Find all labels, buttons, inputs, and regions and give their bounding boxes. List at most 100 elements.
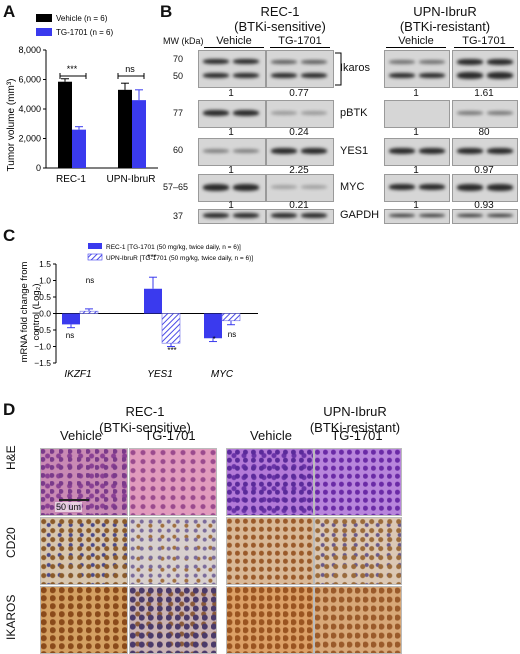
blot-yes1-left-tg: [266, 138, 334, 166]
quant-yes1-left-tg: 2.25: [289, 165, 309, 176]
histo-cd20-upn-vehicle: [226, 517, 314, 585]
histo-row-label-cd20: CD20: [4, 527, 18, 558]
blot-myc-right-tg: [452, 174, 518, 202]
histo-col-upn-vehicle: Vehicle: [250, 428, 292, 443]
blot-myc-right-vehicle: [384, 174, 450, 202]
blot-ikaros-left-tg: [266, 50, 334, 88]
histo-cd20-rec1-tg: [129, 517, 217, 585]
blot-yes1-right-tg: [452, 138, 518, 166]
blot-pbtk-left-vehicle: [198, 100, 266, 128]
quant-yes1-right-vehicle: 1: [413, 165, 419, 176]
blot-right-subtitle: (BTKi-resistant): [399, 19, 491, 34]
blot-ikaros-right-vehicle: [384, 50, 450, 88]
sig-ikzf1-rec: ns: [66, 331, 74, 340]
gene-label-ikzf1: IKZF1: [64, 369, 91, 380]
histo-right-subtitle: (BTKi-resistant): [309, 420, 401, 435]
scale-bar: [59, 499, 89, 501]
bar: [118, 89, 132, 168]
histo-col-rec1-tg: TG-1701: [144, 428, 196, 443]
blot-myc-left-tg: [266, 174, 334, 202]
bar: [62, 313, 80, 325]
bar: [79, 310, 99, 314]
blot-left-vehicle-line: [204, 47, 264, 48]
bar: [132, 100, 146, 168]
bar: [72, 129, 86, 168]
panel-letter-d: D: [3, 400, 16, 419]
histo-row-label-he: H&E: [4, 445, 18, 470]
blot-left-subtitle: (BTKi-sensitive): [234, 19, 326, 34]
blot-pbtk-right-tg: [452, 100, 518, 128]
quant-myc-right-vehicle: 1: [413, 200, 419, 211]
ikaros-bracket: [335, 52, 342, 86]
y-tick-label: 0: [36, 163, 41, 173]
blot-ikaros-left-vehicle: [198, 50, 266, 88]
x-label-upn: UPN-IbruR: [107, 174, 156, 185]
quant-pbtk-right-vehicle: 1: [413, 127, 419, 138]
legend-swatch-vehicle: [36, 14, 52, 22]
legend-swatch-upn: [87, 253, 103, 261]
blot-right-vehicle-line: [386, 47, 446, 48]
y-tick-label: 2,000: [18, 134, 41, 144]
blot-pbtk-right-vehicle: [384, 100, 450, 128]
quant-ikaros-left-tg: 0.77: [289, 88, 309, 99]
histo-he-upn-tg: [314, 448, 402, 516]
blot-myc-left-vehicle: [198, 174, 266, 202]
significance-upn: ns: [125, 64, 135, 74]
histo-col-rec1-vehicle: Vehicle: [60, 428, 102, 443]
histo-left-title: REC-1: [125, 404, 165, 419]
blot-right-vehicle-label: Vehicle: [398, 35, 434, 47]
protein-label-yes1: YES1: [340, 145, 369, 157]
histo-ikaros-upn-tg: [314, 586, 402, 654]
blot-gapdh-right-tg: [452, 209, 518, 224]
legend-label-rec1: REC-1 [TG-1701 (50 mg/kg, twice daily, n…: [106, 244, 241, 251]
blot-pbtk-left-tg: [266, 100, 334, 128]
panel-letter-c: C: [3, 226, 16, 245]
histo-ikaros-rec1-vehicle: [40, 586, 128, 654]
mw-ikaros-70: 70: [173, 54, 184, 64]
mw-myc: 57–65: [163, 182, 189, 192]
legend-swatch-rec1: [88, 243, 102, 249]
sig-yes1-rec: ***: [147, 253, 156, 262]
bar: [58, 81, 72, 168]
legend-label-vehicle: Vehicle (n = 6): [56, 14, 108, 23]
quant-yes1-right-tg: 0.97: [474, 165, 494, 176]
histo-row-label-ikaros: IKAROS: [4, 594, 18, 640]
y-axis-label-line2: control (Log₂): [31, 283, 42, 340]
y-tick-label: 0.0: [39, 309, 51, 319]
protein-label-gapdh: GAPDH: [340, 209, 380, 221]
y-tick-label: −0.5: [34, 325, 51, 335]
quant-ikaros-right-tg: 1.61: [474, 88, 494, 99]
y-tick-label: 1.5: [39, 259, 51, 269]
quant-yes1-left-vehicle: 1: [228, 165, 234, 176]
histo-he-rec1-tg: [129, 448, 217, 516]
histo-right-title: UPN-IbruR: [323, 404, 387, 419]
blot-right-tg-label: TG-1701: [462, 35, 506, 47]
blot-left-vehicle-label: Vehicle: [216, 35, 252, 47]
sig-yes1-upn: ***: [167, 346, 176, 355]
panel-letter-b: B: [160, 2, 173, 21]
bar: [161, 313, 181, 344]
blot-gapdh-right-vehicle: [384, 209, 450, 224]
mw-ikaros-50: 50: [173, 71, 184, 81]
quant-pbtk-left-tg: 0.24: [289, 127, 309, 138]
histo-left-subtitle: (BTKi-sensitive): [99, 420, 191, 435]
y-tick-label: 6,000: [18, 75, 41, 85]
quant-myc-right-tg: 0.93: [474, 200, 494, 211]
mw-pbtk: 77: [173, 108, 184, 118]
quant-myc-left-tg: 0.21: [289, 200, 309, 211]
bar: [221, 313, 241, 322]
blot-right-title: UPN-IbruR: [413, 4, 477, 19]
panel-letter-a: A: [3, 2, 16, 21]
bar: [144, 288, 162, 314]
blot-gapdh-left-tg: [266, 209, 334, 224]
sig-myc-upn: ns: [228, 330, 236, 339]
bar: [204, 313, 222, 339]
y-tick-label: 8,000: [18, 45, 41, 55]
y-tick-label: −1.5: [34, 358, 51, 368]
significance-rec1: ***: [67, 64, 78, 74]
gene-label-myc: MYC: [211, 369, 234, 380]
y-tick-label: 0.5: [39, 292, 51, 302]
blot-left-tg-line: [270, 47, 330, 48]
quant-myc-left-vehicle: 1: [228, 200, 234, 211]
legend-label-tg1701: TG-1701 (n = 6): [56, 28, 113, 37]
